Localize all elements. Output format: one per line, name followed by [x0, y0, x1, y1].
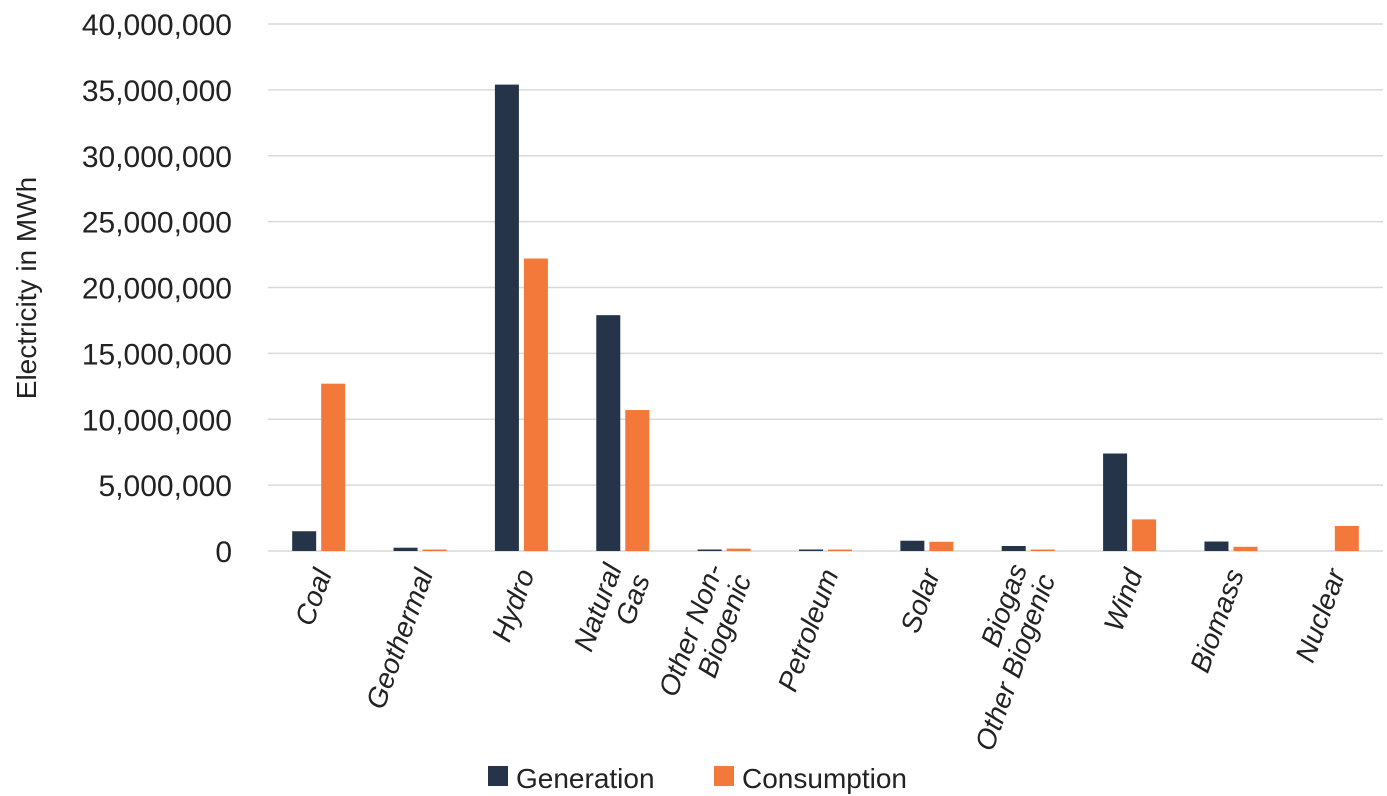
bar-generation-8 — [1001, 545, 1026, 551]
bar-consumption-8 — [1030, 549, 1055, 551]
legend-swatch-generation — [488, 766, 508, 786]
y-axis-ticks: 0 5,000,000 10,000,000 15,000,000 20,000,000… — [82, 9, 232, 569]
bar-consumption-1 — [321, 383, 346, 551]
x-tick-label: Biomass — [1184, 565, 1250, 677]
y-tick-label: 35,000,000 — [82, 75, 232, 108]
x-tick-label-line: Nuclear — [1289, 563, 1352, 666]
bar-generation-10 — [1204, 541, 1229, 551]
gridlines — [268, 23, 1383, 552]
bar-consumption-5 — [726, 548, 751, 551]
x-tick-label-line: Wind — [1098, 564, 1149, 636]
x-tick-label-line: Coal — [289, 564, 338, 629]
bar-generation-4 — [596, 315, 621, 551]
bar-consumption-7 — [929, 541, 954, 551]
bar-consumption-6 — [828, 549, 852, 551]
x-tick-label: Other Non-Biogenic — [653, 560, 758, 701]
y-tick-label: 5,000,000 — [99, 470, 232, 503]
y-tick-label: 30,000,000 — [82, 141, 232, 174]
y-tick-label: 25,000,000 — [82, 207, 232, 240]
bar-consumption-10 — [1233, 546, 1258, 551]
y-axis-label: Electricity in MWh — [11, 177, 42, 399]
legend-label-generation: Generation — [516, 763, 655, 794]
x-tick-label: Coal — [289, 564, 338, 629]
bar-generation-9 — [1103, 453, 1128, 551]
bar-generation-2 — [393, 547, 418, 551]
bar-consumption-9 — [1132, 519, 1157, 551]
bar-consumption-11 — [1334, 525, 1359, 551]
bars — [292, 84, 1359, 551]
x-tick-label: Hydro — [486, 565, 541, 646]
x-tick-label: Petroleum — [772, 565, 845, 696]
x-tick-label: Wind — [1098, 564, 1149, 636]
bar-consumption-2 — [422, 549, 447, 551]
bar-generation-7 — [900, 540, 925, 551]
x-tick-label: Geothermal — [360, 564, 439, 713]
legend-swatch-consumption — [714, 766, 734, 786]
y-tick-label: 15,000,000 — [82, 338, 232, 371]
y-tick-label: 20,000,000 — [82, 273, 232, 306]
legend-label-consumption: Consumption — [742, 763, 907, 794]
legend: Generation Consumption — [488, 763, 907, 794]
x-tick-label-line: Solar — [894, 563, 946, 637]
bar-generation-3 — [494, 84, 519, 551]
x-tick-label-line: Hydro — [486, 565, 541, 646]
y-tick-label: 0 — [215, 536, 232, 569]
bar-consumption-3 — [523, 258, 548, 551]
y-tick-label: 10,000,000 — [82, 404, 232, 437]
bar-generation-6 — [799, 549, 823, 551]
bar-generation-5 — [697, 549, 722, 551]
bar-consumption-4 — [625, 410, 650, 551]
bar-generation-1 — [292, 531, 317, 551]
y-tick-label: 40,000,000 — [82, 9, 232, 42]
x-tick-label: Nuclear — [1289, 563, 1352, 666]
x-tick-label-line: Geothermal — [360, 564, 439, 713]
x-tick-label-line: Biomass — [1184, 565, 1250, 677]
x-tick-label: Solar — [894, 563, 946, 637]
x-tick-label-line: Petroleum — [772, 565, 845, 696]
